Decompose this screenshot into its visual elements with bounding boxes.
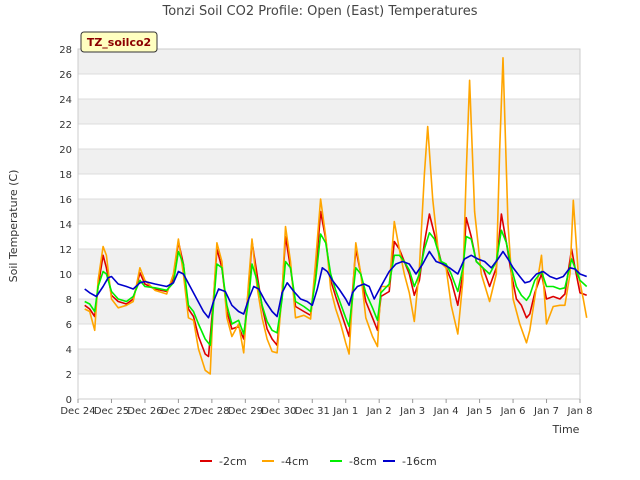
legend: -2cm -4cm -8cm -16cm — [200, 455, 437, 468]
legend-label: -2cm — [219, 455, 247, 468]
y-tick-label: 10 — [59, 270, 72, 281]
plot-band — [78, 49, 580, 74]
y-tick-label: 12 — [59, 245, 72, 256]
series-line-8cm — [84, 229, 588, 347]
y-tick-label: 20 — [59, 145, 72, 156]
plot-band — [78, 349, 580, 374]
y-tick-label: 14 — [59, 220, 72, 231]
y-tick-label: 26 — [59, 70, 72, 81]
series-line-16cm — [84, 250, 587, 319]
y-tick-label: 24 — [59, 95, 72, 106]
legend-label: -4cm — [281, 455, 309, 468]
x-tick-label: Jan 7 — [533, 406, 559, 417]
y-tick-label: 28 — [59, 45, 72, 56]
plot-background-bands — [78, 49, 580, 399]
series-line-4cm — [84, 57, 588, 375]
x-tick-label: Jan 6 — [500, 406, 526, 417]
y-tick-label: 0 — [66, 395, 72, 406]
chart-title: Tonzi Soil CO2 Profile: Open (East) Temp… — [161, 4, 477, 19]
x-tick-label: Jan 3 — [399, 406, 425, 417]
y-tick-label: 8 — [66, 295, 72, 306]
badge-label: TZ_soilco2 — [87, 36, 151, 49]
x-tick-label: Dec 30 — [261, 406, 296, 417]
legend-label: -8cm — [349, 455, 377, 468]
plot-band — [78, 174, 580, 199]
x-tick-label: Dec 31 — [295, 406, 330, 417]
plot-band — [78, 99, 580, 124]
y-tick-label: 6 — [66, 320, 72, 331]
x-tick-label: Dec 24 — [60, 406, 95, 417]
x-tick-label: Jan 8 — [567, 406, 593, 417]
plot-band — [78, 124, 580, 149]
x-tick-label: Jan 2 — [366, 406, 392, 417]
x-tick-label: Dec 26 — [127, 406, 162, 417]
plot-band — [78, 324, 580, 349]
x-tick-label: Dec 25 — [94, 406, 129, 417]
x-tick-label: Jan 5 — [466, 406, 492, 417]
legend-label: -16cm — [402, 455, 437, 468]
series-line-2cm — [84, 210, 587, 358]
x-tick-label: Dec 29 — [228, 406, 263, 417]
station-badge: TZ_soilco2 — [80, 31, 158, 53]
x-tick-label: Jan 1 — [332, 406, 358, 417]
x-tick-label: Jan 4 — [433, 406, 459, 417]
plot-band — [78, 199, 580, 224]
y-tick-label: 4 — [66, 345, 72, 356]
y-axis-label: Soil Temperature (C) — [7, 170, 20, 283]
plot-frame — [77, 48, 581, 400]
y-tick-label: 2 — [66, 370, 72, 381]
series-lines — [84, 57, 588, 375]
plot-band — [78, 299, 580, 324]
y-tick-label: 22 — [59, 120, 72, 131]
x-tick-label: Dec 27 — [161, 406, 196, 417]
plot-band — [78, 149, 580, 174]
x-tick-label: Dec 28 — [194, 406, 229, 417]
x-axis-label: Time — [552, 423, 580, 436]
plot-band — [78, 374, 580, 399]
y-tick-label: 18 — [59, 170, 72, 181]
badge-box — [80, 31, 158, 53]
plot-band — [78, 74, 580, 99]
y-tick-label: 16 — [59, 195, 72, 206]
